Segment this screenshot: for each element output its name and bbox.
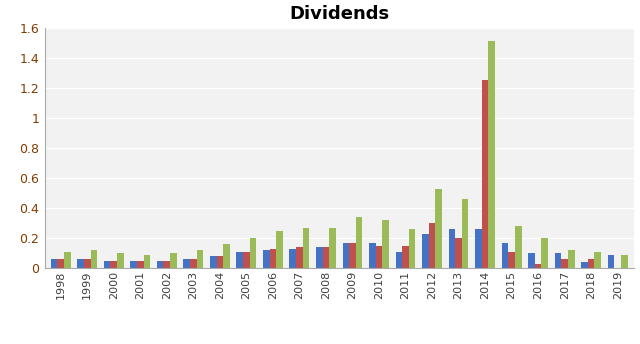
Bar	[329, 228, 336, 268]
Bar	[482, 80, 488, 268]
Bar	[595, 252, 601, 268]
Bar	[90, 250, 97, 268]
Bar	[137, 261, 143, 268]
Bar	[535, 264, 541, 268]
Bar	[555, 253, 561, 268]
Bar	[382, 220, 389, 268]
Bar	[508, 252, 515, 268]
Bar	[435, 189, 442, 268]
Title: Dividends: Dividends	[289, 5, 389, 23]
Bar	[349, 243, 356, 268]
Bar	[376, 246, 382, 268]
Bar	[323, 247, 329, 268]
Bar	[621, 255, 628, 268]
Bar	[170, 253, 177, 268]
Bar	[568, 250, 575, 268]
Bar	[581, 262, 588, 268]
Bar	[488, 41, 495, 268]
Bar	[289, 249, 296, 268]
Bar	[296, 247, 303, 268]
Bar	[111, 261, 117, 268]
Bar	[51, 259, 58, 268]
Bar	[356, 217, 362, 268]
Bar	[608, 255, 614, 268]
Bar	[196, 250, 204, 268]
Bar	[276, 231, 283, 268]
Bar	[64, 252, 70, 268]
Bar	[515, 226, 522, 268]
Bar	[104, 261, 111, 268]
Bar	[303, 228, 309, 268]
Bar	[77, 259, 84, 268]
Bar	[541, 238, 548, 268]
Bar	[316, 247, 323, 268]
Bar	[462, 199, 468, 268]
Bar	[263, 250, 269, 268]
Bar	[131, 261, 137, 268]
Bar	[58, 259, 64, 268]
Bar	[216, 256, 223, 268]
Bar	[163, 261, 170, 268]
Bar	[223, 244, 230, 268]
Bar	[243, 252, 250, 268]
Bar	[429, 223, 435, 268]
Bar	[402, 246, 409, 268]
Bar	[190, 259, 196, 268]
Bar	[157, 261, 163, 268]
Bar	[269, 249, 276, 268]
Bar	[422, 234, 429, 268]
Bar	[143, 255, 150, 268]
Bar	[449, 229, 455, 268]
Bar	[396, 252, 402, 268]
Bar	[561, 259, 568, 268]
Bar	[117, 253, 124, 268]
Bar	[409, 229, 415, 268]
Bar	[528, 253, 535, 268]
Bar	[236, 252, 243, 268]
Bar	[475, 229, 482, 268]
Bar	[210, 256, 216, 268]
Bar	[588, 259, 595, 268]
Bar	[184, 259, 190, 268]
Bar	[502, 243, 508, 268]
Bar	[250, 238, 256, 268]
Bar	[342, 243, 349, 268]
Bar	[84, 259, 90, 268]
Bar	[455, 238, 462, 268]
Bar	[369, 243, 376, 268]
